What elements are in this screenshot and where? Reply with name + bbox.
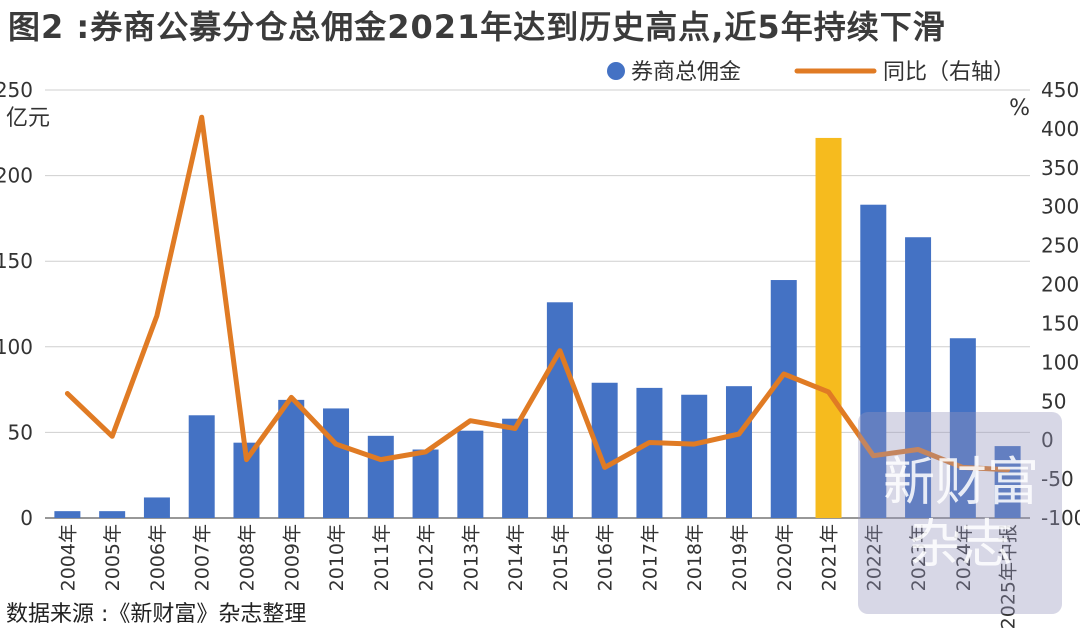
- x-axis-ticks: 2004年 2005年 2006年 2007年 2008年 2009年 2010年 2011年…: [57, 524, 1019, 629]
- left-tick-label: 150: [0, 249, 33, 273]
- left-axis-ticks: 0 50 100 150 200 250: [0, 78, 33, 530]
- x-tick-label: 2019年: [729, 524, 751, 591]
- bar: [54, 511, 81, 518]
- legend: 券商总佣金 同比（右轴）: [607, 60, 1015, 85]
- legend-bar-marker: [607, 62, 625, 80]
- legend-line-label: 同比（右轴）: [883, 60, 1015, 85]
- x-tick-label: 2010年: [326, 524, 348, 591]
- x-tick-label: 2011年: [371, 524, 393, 591]
- bar: [188, 415, 215, 518]
- right-tick-label: 100: [1041, 350, 1079, 374]
- source-note: 数据来源 :《新财富》杂志整理: [6, 602, 307, 627]
- right-tick-label: -100: [1041, 506, 1080, 530]
- x-tick-label: 2025年中报: [998, 524, 1020, 629]
- x-tick-label: 2006年: [147, 524, 169, 591]
- bar: [905, 237, 932, 518]
- x-tick-label: 2017年: [639, 524, 661, 591]
- bar: [681, 394, 708, 518]
- x-tick-label: 2020年: [774, 524, 796, 591]
- bar: [770, 280, 797, 518]
- x-tick-label: 2009年: [281, 524, 303, 591]
- bar: [994, 446, 1021, 518]
- left-tick-label: 50: [8, 420, 33, 444]
- x-tick-label: 2016年: [595, 524, 617, 591]
- x-tick-label: 2021年: [819, 524, 841, 591]
- right-tick-label: 200: [1041, 273, 1079, 297]
- bar: [636, 387, 663, 518]
- right-tick-label: 450: [1041, 78, 1079, 102]
- x-tick-label: 2004年: [57, 524, 79, 591]
- x-tick-label: 2008年: [236, 524, 258, 591]
- x-tick-label: 2024年: [953, 524, 975, 591]
- bar: [323, 408, 350, 518]
- bar: [143, 497, 170, 518]
- left-tick-label: 250: [0, 78, 33, 102]
- x-tick-label: 2022年: [863, 524, 885, 591]
- right-tick-label: 400: [1041, 117, 1079, 141]
- left-axis-unit: 亿元: [6, 106, 50, 131]
- right-tick-label: 250: [1041, 234, 1079, 258]
- bar: [546, 302, 573, 518]
- watermark: 新财富杂志: [858, 412, 1062, 614]
- bar: [99, 511, 126, 518]
- bar: [457, 430, 484, 518]
- right-tick-label: 300: [1041, 195, 1079, 219]
- bar: [278, 399, 305, 518]
- x-tick-label: 2005年: [102, 524, 124, 591]
- bar: [412, 449, 439, 518]
- x-tick-label: 2018年: [684, 524, 706, 591]
- right-axis-unit: %: [1009, 96, 1030, 121]
- bar: [367, 435, 394, 518]
- x-tick-label: 2013年: [460, 524, 482, 591]
- x-tick-label: 2012年: [416, 524, 438, 591]
- left-tick-label: 100: [0, 335, 33, 359]
- bar: [815, 137, 842, 518]
- bar: [502, 418, 529, 518]
- right-tick-label: 50: [1041, 389, 1066, 413]
- left-tick-label: 0: [20, 506, 33, 530]
- right-axis-ticks: -100 -50 0 50 100 150 200 250 300 350 400 450: [1041, 78, 1080, 530]
- x-tick-label: 2023年: [908, 524, 930, 591]
- x-tick-label: 2015年: [550, 524, 572, 591]
- right-tick-label: 0: [1041, 428, 1054, 452]
- x-tick-label: 2014年: [505, 524, 527, 591]
- left-tick-label: 200: [0, 164, 33, 188]
- right-tick-label: 150: [1041, 311, 1079, 335]
- x-tick-label: 2007年: [192, 524, 214, 591]
- chart-title: 图2 :券商公募分仓总佣金2021年达到历史高点,近5年持续下滑: [8, 8, 946, 46]
- yoy-line: [64, 114, 1011, 473]
- yoy-line-path: [64, 114, 1011, 473]
- right-tick-label: 350: [1041, 156, 1079, 180]
- right-tick-label: -50: [1041, 467, 1074, 491]
- watermark-text: 新财富杂志: [882, 453, 1039, 575]
- legend-bar-label: 券商总佣金: [631, 60, 741, 85]
- bar: [949, 338, 976, 518]
- bar: [860, 204, 887, 519]
- bar: [725, 386, 752, 518]
